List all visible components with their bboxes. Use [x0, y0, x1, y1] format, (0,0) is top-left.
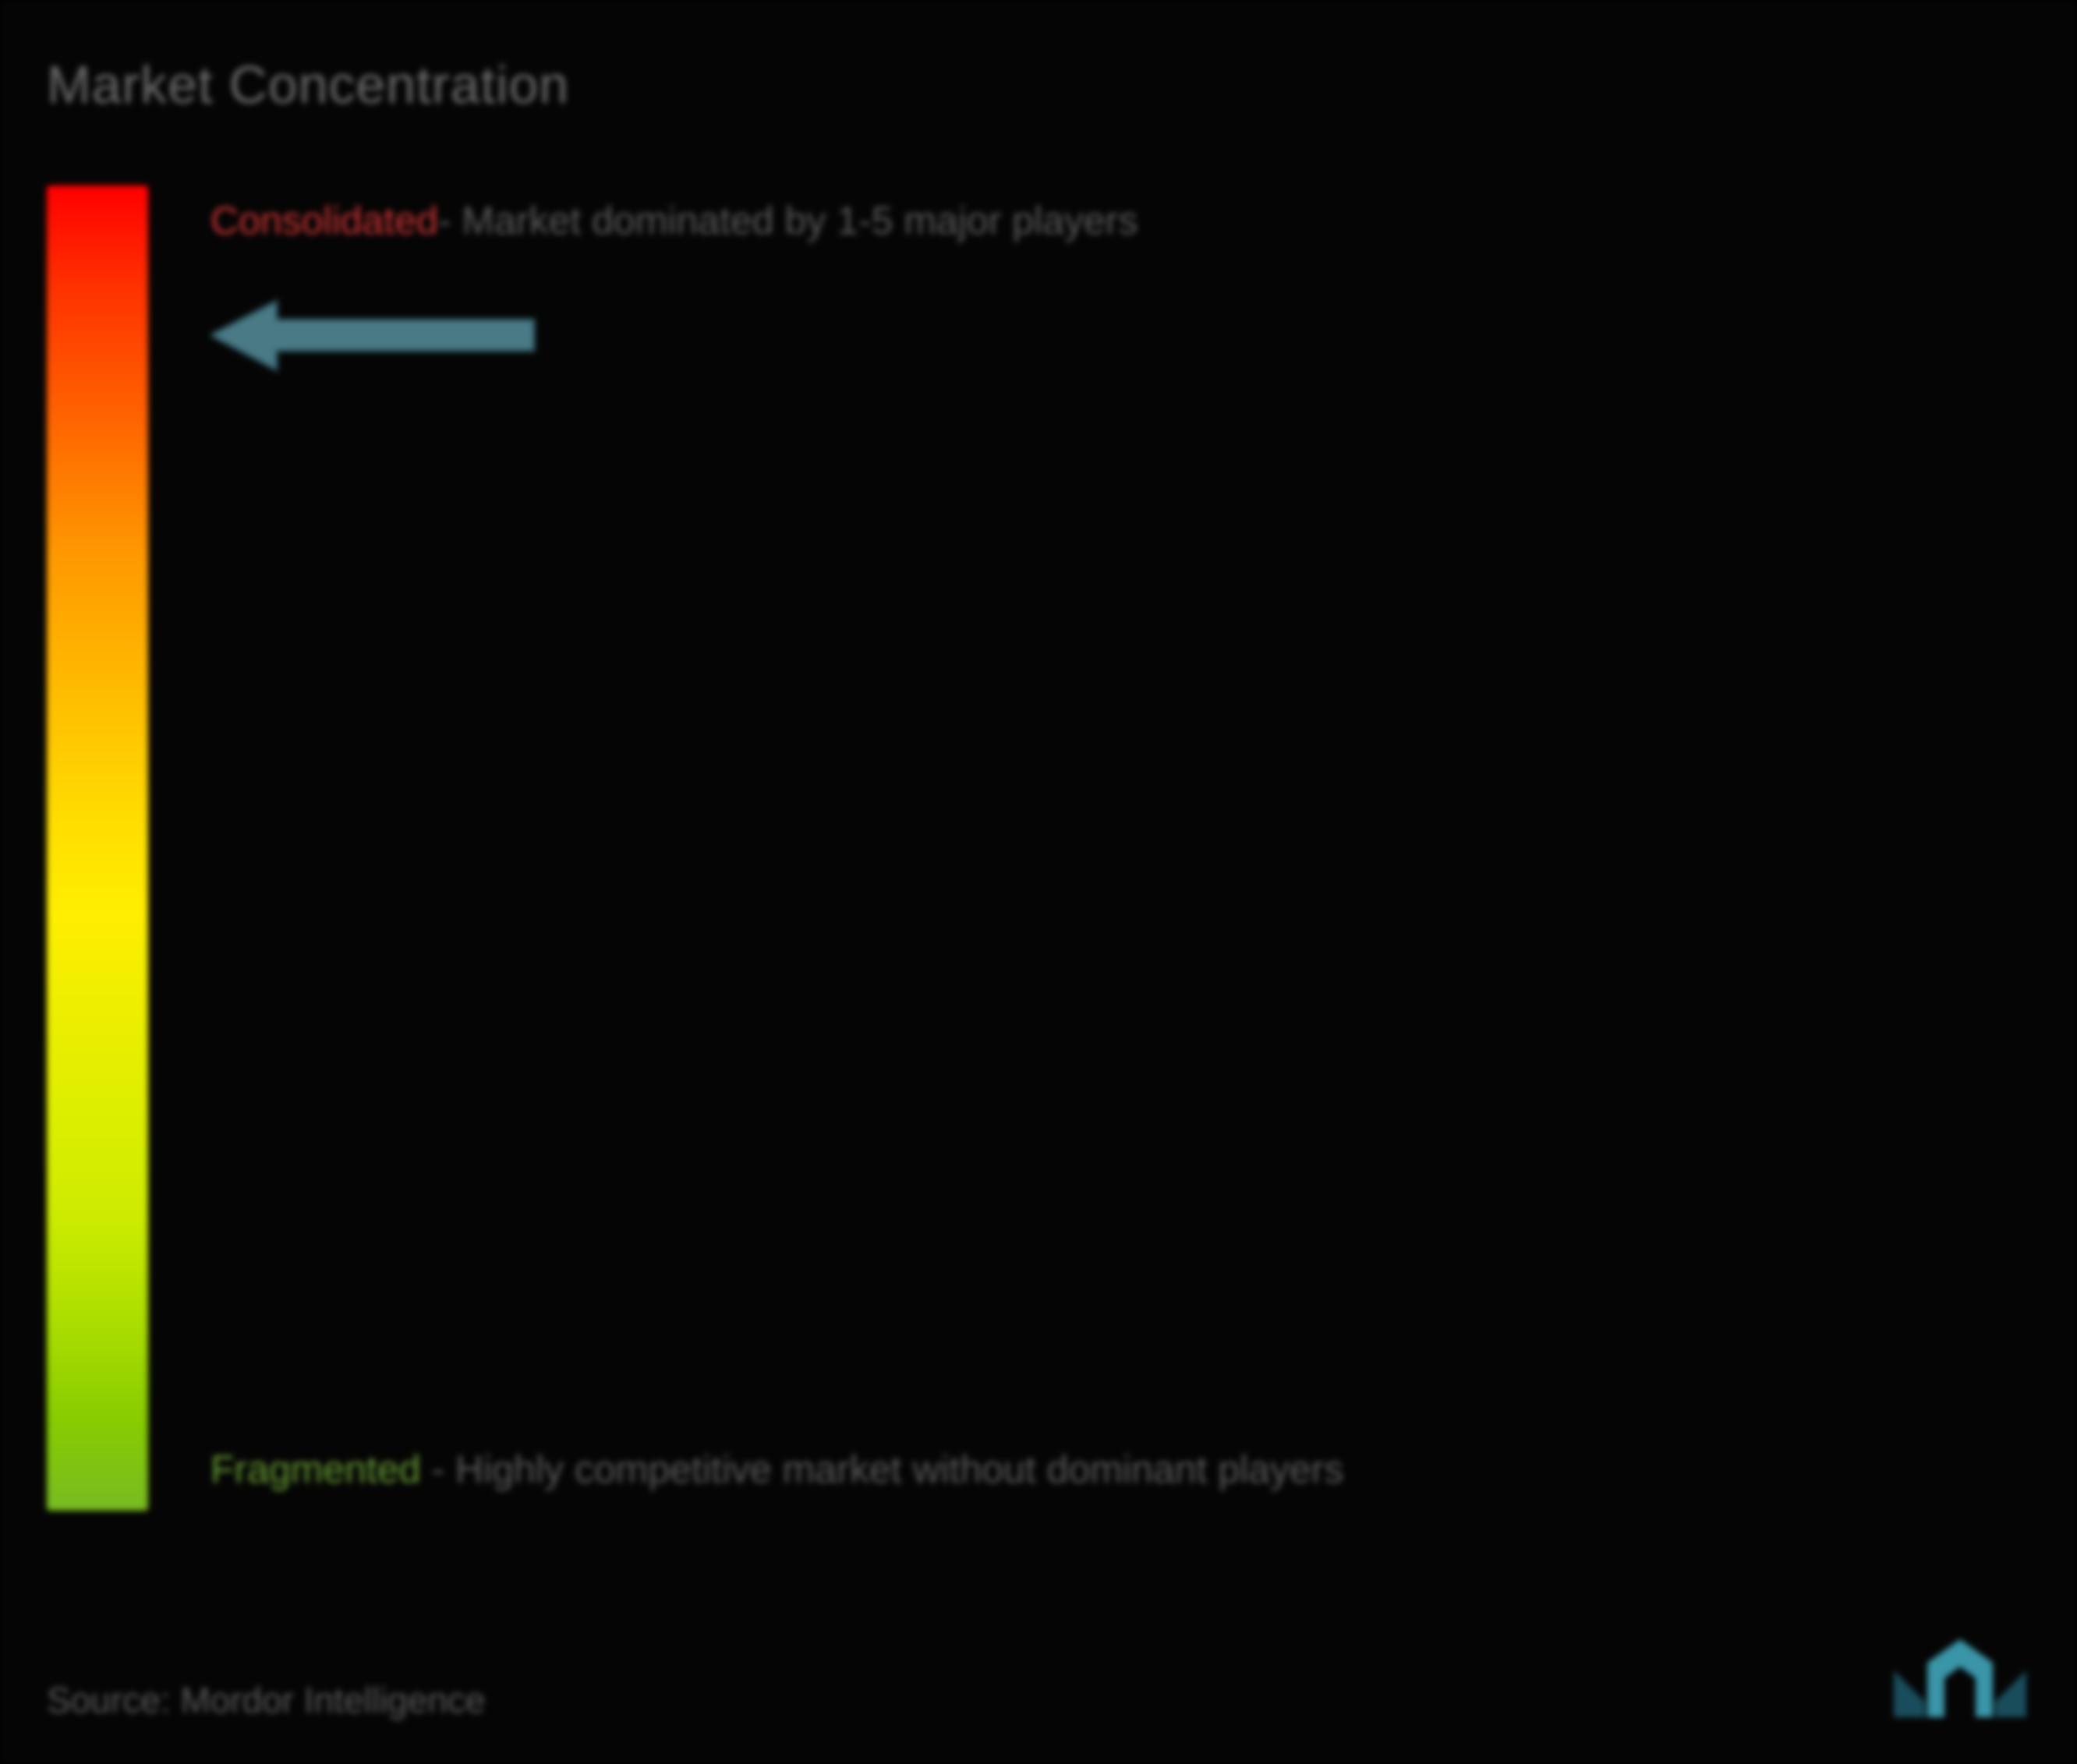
fragmented-label: Fragmented - Highly competitive market w…	[211, 1437, 1343, 1503]
mordor-logo-icon	[1890, 1635, 2030, 1721]
separator-top: -	[438, 199, 462, 242]
consolidated-label: Consolidated- Market dominated by 1-5 ma…	[211, 193, 1138, 248]
main-content: Consolidated- Market dominated by 1-5 ma…	[47, 186, 2030, 1511]
chart-container: Market Concentration Consolidated- Marke…	[0, 0, 2077, 1764]
arrow-left-icon	[211, 295, 538, 376]
fragmented-term: Fragmented	[211, 1448, 421, 1491]
source-name: Mordor Intelligence	[180, 1680, 485, 1720]
chart-title: Market Concentration	[47, 55, 2030, 115]
source-attribution: Source: Mordor Intelligence	[47, 1679, 486, 1721]
fragmented-description: Highly competitive market without domina…	[455, 1448, 1343, 1491]
consolidated-term: Consolidated	[211, 199, 438, 242]
separator-bottom: -	[421, 1448, 455, 1491]
source-prefix: Source:	[47, 1680, 180, 1720]
consolidated-description: Market dominated by 1-5 major players	[462, 199, 1138, 242]
labels-column: Consolidated- Market dominated by 1-5 ma…	[211, 186, 2030, 1511]
footer: Source: Mordor Intelligence	[47, 1635, 2030, 1721]
concentration-gradient-bar	[47, 186, 148, 1511]
position-arrow	[211, 295, 538, 380]
